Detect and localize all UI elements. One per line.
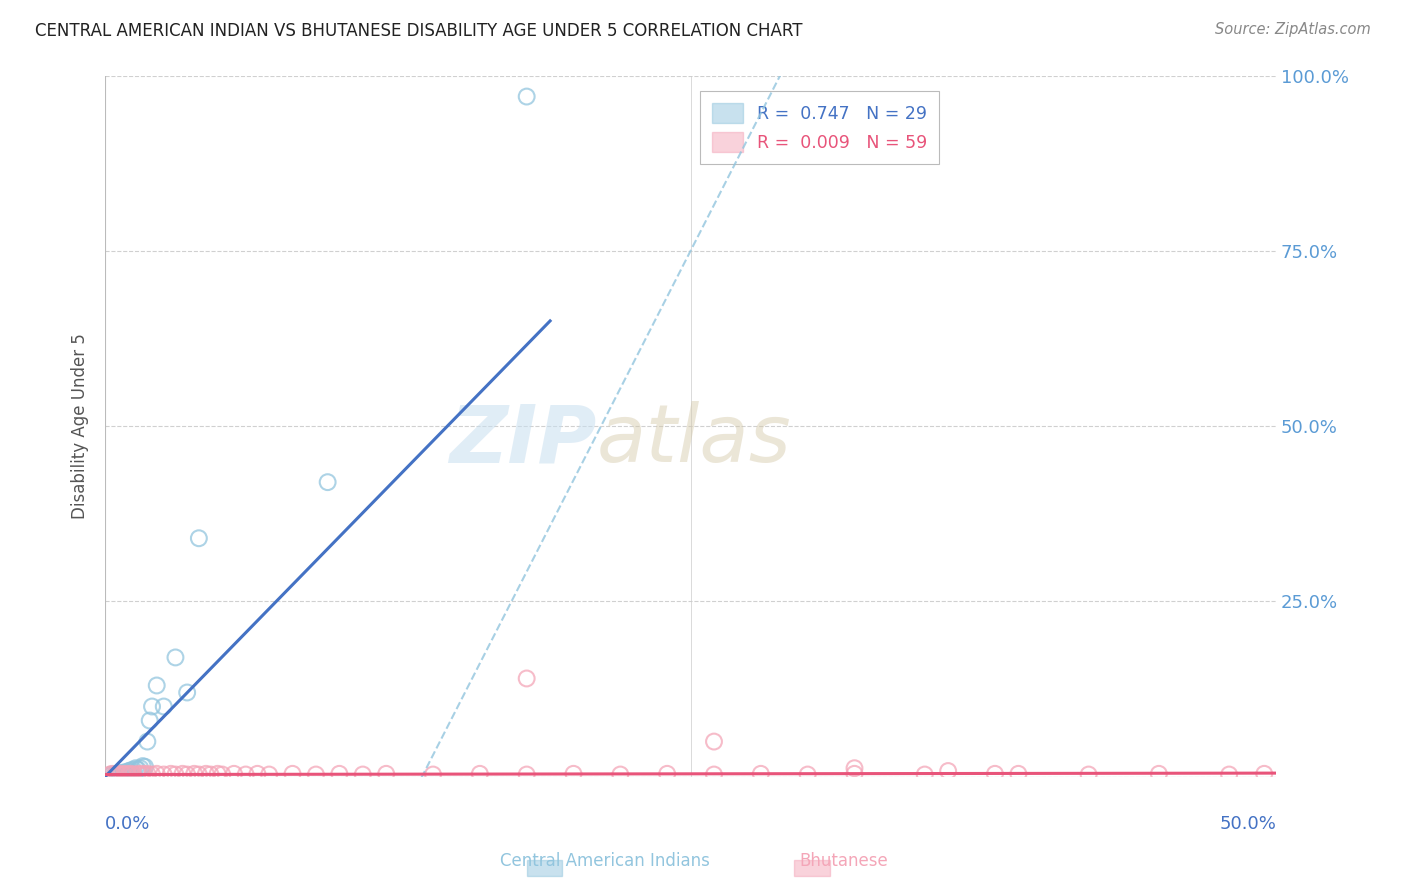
Point	[105, 767, 128, 781]
Point	[136, 767, 159, 781]
Point	[796, 767, 818, 781]
Point	[120, 767, 142, 781]
Point	[657, 767, 679, 781]
Point	[468, 767, 491, 781]
Point	[305, 767, 328, 781]
Point	[108, 767, 131, 781]
Point	[984, 767, 1007, 781]
Point	[122, 763, 145, 777]
Point	[172, 767, 194, 781]
Point	[127, 767, 149, 781]
Point	[110, 767, 132, 781]
Point	[562, 767, 585, 781]
Point	[246, 767, 269, 781]
Point	[131, 767, 153, 781]
Point	[1077, 767, 1099, 781]
Point	[352, 767, 374, 781]
Point	[165, 767, 187, 781]
Text: CENTRAL AMERICAN INDIAN VS BHUTANESE DISABILITY AGE UNDER 5 CORRELATION CHART: CENTRAL AMERICAN INDIAN VS BHUTANESE DIS…	[35, 22, 803, 40]
Point	[134, 760, 156, 774]
Point	[422, 767, 444, 781]
Point	[134, 767, 156, 781]
Legend: R =  0.747   N = 29, R =  0.009   N = 59: R = 0.747 N = 29, R = 0.009 N = 59	[700, 91, 939, 164]
Point	[159, 767, 181, 781]
Point	[187, 531, 209, 545]
Point	[108, 766, 131, 780]
Point	[131, 759, 153, 773]
Point	[120, 764, 142, 778]
Point	[516, 672, 538, 686]
Point	[375, 767, 398, 781]
Point	[152, 699, 174, 714]
Point	[844, 767, 866, 781]
Point	[176, 767, 198, 781]
Point	[1147, 767, 1170, 781]
Point	[703, 767, 725, 781]
Point	[124, 761, 146, 775]
Point	[108, 767, 131, 781]
Point	[749, 767, 772, 781]
Point	[145, 767, 167, 781]
Point	[609, 767, 631, 781]
Text: Central American Indians: Central American Indians	[499, 852, 710, 870]
Point	[844, 761, 866, 775]
Point	[152, 767, 174, 781]
Point	[1007, 767, 1029, 781]
Point	[129, 767, 152, 781]
Point	[101, 767, 124, 781]
Text: Source: ZipAtlas.com: Source: ZipAtlas.com	[1215, 22, 1371, 37]
Point	[112, 765, 135, 780]
Text: 50.0%: 50.0%	[1219, 815, 1277, 833]
Point	[141, 767, 163, 781]
Point	[115, 765, 138, 780]
Point	[103, 767, 125, 781]
Point	[98, 767, 121, 781]
Point	[117, 764, 139, 779]
Point	[1218, 767, 1240, 781]
Point	[187, 767, 209, 781]
Point	[110, 767, 132, 781]
Point	[129, 761, 152, 775]
Point	[103, 768, 125, 782]
Point	[222, 767, 245, 781]
Point	[176, 685, 198, 699]
Point	[257, 767, 280, 781]
Point	[516, 767, 538, 781]
Point	[112, 767, 135, 781]
Text: ZIP: ZIP	[450, 401, 598, 479]
Point	[703, 734, 725, 748]
Point	[115, 767, 138, 781]
Point	[516, 89, 538, 103]
Point	[122, 767, 145, 781]
Point	[316, 475, 339, 490]
Point	[145, 678, 167, 692]
Point	[117, 764, 139, 778]
Point	[194, 767, 217, 781]
Point	[183, 767, 205, 781]
Point	[235, 767, 257, 781]
Point	[165, 650, 187, 665]
Text: 0.0%: 0.0%	[105, 815, 150, 833]
Point	[200, 767, 222, 781]
Point	[127, 763, 149, 777]
Point	[281, 767, 304, 781]
Y-axis label: Disability Age Under 5: Disability Age Under 5	[72, 333, 89, 519]
Point	[207, 767, 229, 781]
Point	[328, 767, 350, 781]
Point	[105, 767, 128, 781]
Point	[914, 767, 936, 781]
Point	[936, 764, 959, 778]
Point	[112, 766, 135, 780]
Point	[101, 767, 124, 781]
Point	[117, 767, 139, 781]
Text: Bhutanese: Bhutanese	[799, 852, 889, 870]
Point	[98, 768, 121, 782]
Text: atlas: atlas	[598, 401, 792, 479]
Point	[141, 699, 163, 714]
Point	[211, 767, 233, 781]
Point	[1253, 767, 1275, 781]
Point	[136, 734, 159, 748]
Point	[138, 714, 160, 728]
